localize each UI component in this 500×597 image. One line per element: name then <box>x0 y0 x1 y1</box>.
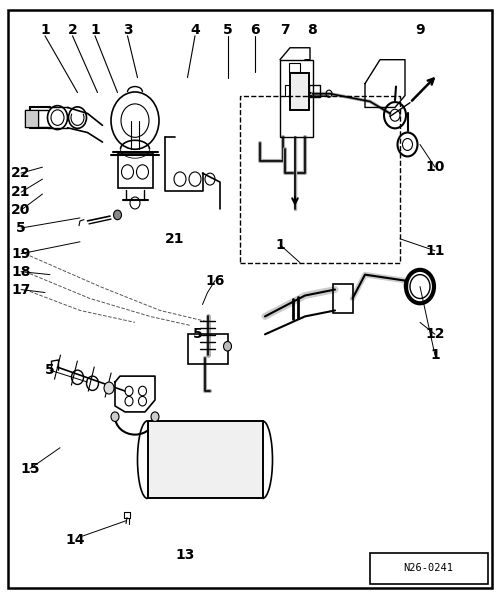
Circle shape <box>224 341 232 351</box>
Text: 5: 5 <box>222 23 232 37</box>
Text: 12: 12 <box>425 327 445 341</box>
Text: 20: 20 <box>12 203 30 217</box>
Circle shape <box>151 412 159 421</box>
Text: 2: 2 <box>68 23 78 37</box>
Text: 1: 1 <box>430 348 440 362</box>
Text: 22: 22 <box>11 166 31 180</box>
Text: 15: 15 <box>20 461 40 476</box>
Bar <box>148 421 262 498</box>
Text: 19: 19 <box>12 247 30 261</box>
Text: 5: 5 <box>45 363 55 377</box>
Text: 9: 9 <box>415 23 425 37</box>
Text: 10: 10 <box>426 160 444 174</box>
Text: 16: 16 <box>206 273 225 288</box>
Bar <box>240 96 400 263</box>
Circle shape <box>111 412 119 421</box>
Text: 5: 5 <box>16 221 26 235</box>
Text: 1: 1 <box>90 23 100 37</box>
Text: 17: 17 <box>12 282 30 297</box>
Bar <box>309 85 320 97</box>
Bar <box>25 110 38 127</box>
Text: 5: 5 <box>192 327 202 341</box>
Circle shape <box>114 210 122 220</box>
Bar <box>370 553 488 584</box>
Text: 21: 21 <box>11 185 31 199</box>
Bar <box>280 60 312 137</box>
Text: 6: 6 <box>250 23 260 37</box>
Text: N26-0241: N26-0241 <box>404 564 454 573</box>
Text: 21: 21 <box>165 232 185 246</box>
Text: 14: 14 <box>65 533 85 547</box>
Text: 3: 3 <box>122 23 132 37</box>
Bar <box>332 284 352 313</box>
Bar <box>290 73 309 110</box>
Bar <box>290 73 309 110</box>
Text: 8: 8 <box>308 23 318 37</box>
Circle shape <box>104 382 114 394</box>
Text: 13: 13 <box>176 548 195 562</box>
Text: 1: 1 <box>40 23 50 37</box>
Text: 1: 1 <box>275 238 285 252</box>
Text: 7: 7 <box>280 23 290 37</box>
Text: 18: 18 <box>11 264 31 279</box>
Bar <box>148 421 262 498</box>
Bar <box>285 85 290 96</box>
Text: 11: 11 <box>425 244 445 258</box>
Bar <box>289 63 300 72</box>
Bar <box>188 334 228 364</box>
Text: 4: 4 <box>190 23 200 37</box>
Bar <box>118 153 152 188</box>
